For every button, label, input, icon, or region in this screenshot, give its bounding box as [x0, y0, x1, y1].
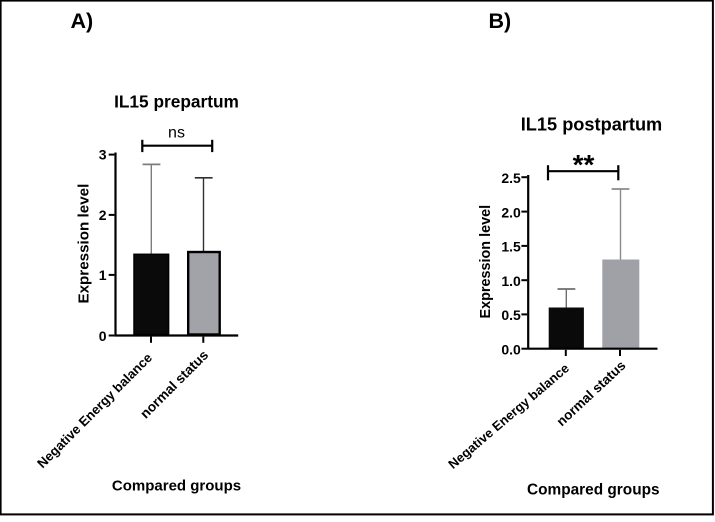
svg-text:IL15 postpartum: IL15 postpartum	[521, 115, 662, 135]
svg-text:0: 0	[99, 328, 107, 344]
svg-text:Expression level: Expression level	[478, 205, 494, 319]
svg-text:Compared groups: Compared groups	[112, 478, 241, 495]
svg-text:3: 3	[99, 147, 107, 163]
svg-text:1.5: 1.5	[501, 239, 521, 255]
svg-text:1: 1	[99, 267, 107, 283]
svg-text:1.0: 1.0	[501, 273, 521, 289]
svg-text:2.5: 2.5	[501, 170, 521, 186]
svg-text:Compared groups: Compared groups	[527, 481, 660, 498]
svg-text:0.5: 0.5	[501, 307, 521, 323]
svg-text:**: **	[573, 149, 595, 180]
svg-text:2: 2	[99, 207, 107, 223]
svg-text:2.0: 2.0	[501, 204, 521, 220]
svg-text:B): B)	[489, 9, 512, 33]
svg-text:ns: ns	[168, 125, 185, 142]
svg-text:IL15 prepartum: IL15 prepartum	[114, 91, 239, 111]
svg-text:A): A)	[71, 9, 94, 33]
svg-text:0.0: 0.0	[501, 341, 521, 357]
svg-text:Expression level: Expression level	[75, 184, 92, 304]
